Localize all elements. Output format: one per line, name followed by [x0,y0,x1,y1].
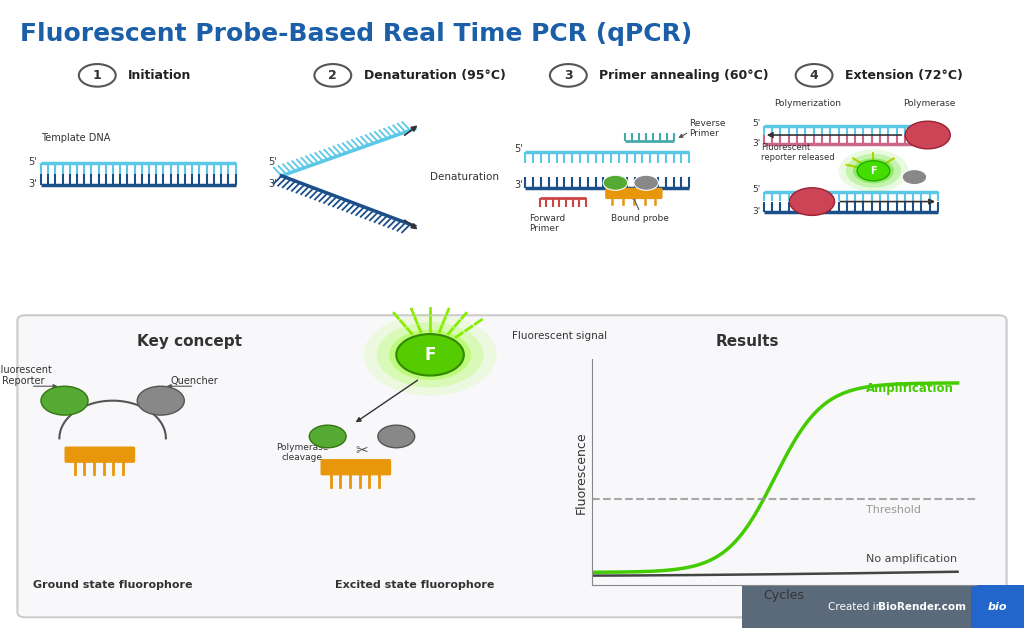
Text: Forward
Primer: Forward Primer [529,214,565,233]
Circle shape [634,175,658,190]
Text: Amplification: Amplification [866,382,954,394]
Text: Quencher: Quencher [171,376,218,386]
FancyBboxPatch shape [17,315,1007,617]
Circle shape [790,188,835,215]
Circle shape [796,64,833,87]
Text: bio: bio [987,602,1008,612]
Circle shape [857,161,890,181]
Text: Initiation: Initiation [128,69,191,82]
Circle shape [314,64,351,87]
Circle shape [377,322,483,387]
Circle shape [378,425,415,448]
Text: Polymerase
cleavage: Polymerase cleavage [275,443,329,462]
Text: 2: 2 [329,69,337,82]
Circle shape [846,154,901,188]
Circle shape [905,121,950,149]
Text: Fluorescent Probe-Based Real Time PCR (qPCR): Fluorescent Probe-Based Real Time PCR (q… [20,22,692,46]
Circle shape [839,149,908,192]
Text: Threshold: Threshold [866,504,922,514]
Text: Reverse
Primer: Reverse Primer [689,119,726,138]
Text: Polymerase: Polymerase [903,99,955,107]
Text: Polymerization: Polymerization [774,99,841,107]
Text: Fluorescent
reporter released: Fluorescent reporter released [761,143,835,162]
Text: Ground state fluorophore: Ground state fluorophore [33,580,193,590]
Text: 3': 3' [268,179,276,189]
X-axis label: Cycles: Cycles [764,590,804,602]
Circle shape [389,330,471,380]
Text: Excited state fluorophore: Excited state fluorophore [335,580,495,590]
Text: Denaturation: Denaturation [430,172,499,182]
Text: Created in: Created in [828,602,882,612]
Y-axis label: Fluorescence: Fluorescence [574,431,588,514]
Text: Key concept: Key concept [137,334,242,349]
Text: Template DNA: Template DNA [41,133,111,143]
FancyBboxPatch shape [65,447,135,463]
Circle shape [853,158,894,183]
Text: No amplification: No amplification [866,554,957,563]
Circle shape [309,425,346,448]
Circle shape [137,386,184,415]
FancyBboxPatch shape [971,585,1024,628]
Text: 5': 5' [514,144,523,154]
Text: Denaturation (95°C): Denaturation (95°C) [364,69,506,82]
Text: ✂: ✂ [355,443,368,458]
Text: F: F [870,166,877,176]
Text: 3': 3' [29,179,37,189]
Circle shape [396,334,464,376]
Circle shape [364,314,497,396]
Text: Bound probe: Bound probe [611,214,669,222]
Text: 5': 5' [753,119,761,127]
Text: BioRender.com: BioRender.com [878,602,966,612]
Text: Fluorescent
Reporter: Fluorescent Reporter [0,365,52,386]
FancyBboxPatch shape [321,459,391,475]
Text: 1: 1 [93,69,101,82]
Text: Extension (72°C): Extension (72°C) [845,69,963,82]
Text: Primer annealing (60°C): Primer annealing (60°C) [599,69,769,82]
Circle shape [902,170,927,185]
Text: F: F [424,346,436,364]
Circle shape [41,386,88,415]
Text: 3: 3 [564,69,572,82]
Text: Results: Results [716,334,779,349]
Text: 3': 3' [753,207,761,215]
Circle shape [603,175,628,190]
FancyBboxPatch shape [742,585,1024,628]
Text: 5': 5' [29,156,38,166]
Text: 4: 4 [810,69,818,82]
FancyBboxPatch shape [605,188,663,199]
Text: 5': 5' [753,185,761,193]
Text: 5': 5' [268,156,278,166]
Circle shape [550,64,587,87]
Circle shape [79,64,116,87]
Text: 3': 3' [514,180,522,190]
Text: Fluorescent signal: Fluorescent signal [512,331,607,341]
Text: 3': 3' [753,139,761,148]
